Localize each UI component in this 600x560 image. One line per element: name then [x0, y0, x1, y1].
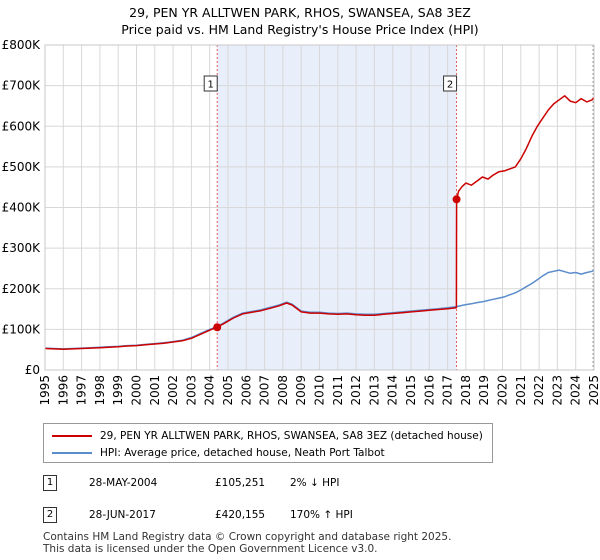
- x-tick-label: 1998: [93, 375, 107, 406]
- x-tick-label: 1995: [38, 375, 52, 406]
- x-tick-label: 2011: [331, 375, 345, 406]
- x-tick-label: 2005: [221, 375, 235, 406]
- x-tick-label: 2006: [239, 375, 253, 406]
- x-tick-label: 2025: [587, 375, 600, 406]
- legend-label-property: 29, PEN YR ALLTWEN PARK, RHOS, SWANSEA, …: [100, 430, 483, 442]
- sale-marker-label: 2: [447, 80, 453, 91]
- x-tick-label: 2023: [550, 375, 564, 406]
- transaction-hpi-change: 170% ↑ HPI: [290, 509, 353, 521]
- property-series-line: [44, 95, 595, 351]
- x-tick-label: 2004: [203, 375, 217, 406]
- x-tick-label: 2020: [496, 375, 510, 406]
- y-tick-label: £500K: [2, 160, 42, 174]
- transaction-number: 1: [43, 475, 57, 491]
- transaction-date: 28-MAY-2004: [89, 477, 158, 489]
- x-tick-label: 2024: [569, 375, 583, 406]
- legend-label-hpi: HPI: Average price, detached house, Neat…: [100, 447, 385, 459]
- sale-marker-label: 1: [208, 80, 214, 91]
- transaction-row: 1 28-MAY-2004 £105,251 2% ↓ HPI: [43, 473, 443, 493]
- x-tick-label: 2003: [184, 375, 198, 406]
- transaction-price: £420,155: [215, 509, 266, 521]
- x-tick-label: 2021: [514, 375, 528, 406]
- legend-item-property: 29, PEN YR ALLTWEN PARK, RHOS, SWANSEA, …: [52, 428, 483, 444]
- x-tick-label: 2016: [422, 375, 436, 406]
- sale-marker-box: [203, 75, 218, 92]
- x-tick-label: 2017: [441, 375, 455, 406]
- x-tick-label: 2018: [459, 375, 473, 406]
- legend-swatch-hpi: [52, 452, 92, 454]
- x-tick-label: 2000: [130, 375, 144, 406]
- x-tick-label: 2007: [258, 375, 272, 406]
- x-tick-label: 2002: [166, 375, 180, 406]
- plot-frame: [44, 44, 595, 371]
- legend-item-hpi: HPI: Average price, detached house, Neat…: [52, 445, 385, 461]
- x-tick-label: 2015: [404, 375, 418, 406]
- x-tick-label: 2009: [294, 375, 308, 406]
- sale-point: [213, 323, 222, 332]
- x-tick-label: 1999: [111, 375, 125, 406]
- transaction-row: 2 28-JUN-2017 £420,155 170% ↑ HPI: [43, 505, 443, 525]
- transaction-date: 28-JUN-2017: [89, 509, 156, 521]
- x-tick-label: 1996: [56, 375, 70, 406]
- sale-point: [452, 195, 461, 204]
- x-tick-label: 1997: [75, 375, 89, 406]
- y-tick-label: £200K: [2, 282, 42, 296]
- y-tick-label: £800K: [2, 38, 42, 52]
- x-tick-label: 2013: [367, 375, 381, 406]
- legend-swatch-property: [52, 435, 92, 437]
- footer-licence: This data is licensed under the Open Gov…: [43, 543, 378, 555]
- x-tick-label: 2022: [532, 375, 546, 406]
- sale-marker-box: [443, 75, 458, 92]
- y-tick-label: £600K: [2, 119, 42, 133]
- transaction-number: 2: [43, 507, 57, 523]
- footer-copyright: Contains HM Land Registry data © Crown c…: [43, 531, 452, 543]
- x-tick-label: 2019: [477, 375, 491, 406]
- y-tick-label: £700K: [2, 79, 42, 93]
- chart-subtitle: Price paid vs. HM Land Registry's House …: [121, 22, 479, 37]
- price-chart: 1 2 £0 £100K £200K £300K £400K £500K £600K £700K…: [2, 38, 600, 406]
- x-tick-label: 2014: [386, 375, 400, 406]
- x-tick-label: 2010: [313, 375, 327, 406]
- y-tick-label: £100K: [2, 322, 42, 336]
- y-tick-label: £300K: [2, 241, 42, 255]
- legend: 29, PEN YR ALLTWEN PARK, RHOS, SWANSEA, …: [43, 423, 493, 463]
- y-tick-label: £400K: [2, 201, 42, 215]
- x-tick-label: 2008: [276, 375, 290, 406]
- y-tick-label: £0: [25, 363, 40, 377]
- transaction-price: £105,251: [215, 477, 266, 489]
- transaction-hpi-change: 2% ↓ HPI: [290, 477, 340, 489]
- chart-title: 29, PEN YR ALLTWEN PARK, RHOS, SWANSEA, …: [129, 5, 471, 20]
- x-tick-label: 2001: [148, 375, 162, 406]
- x-tick-label: 2012: [349, 375, 363, 406]
